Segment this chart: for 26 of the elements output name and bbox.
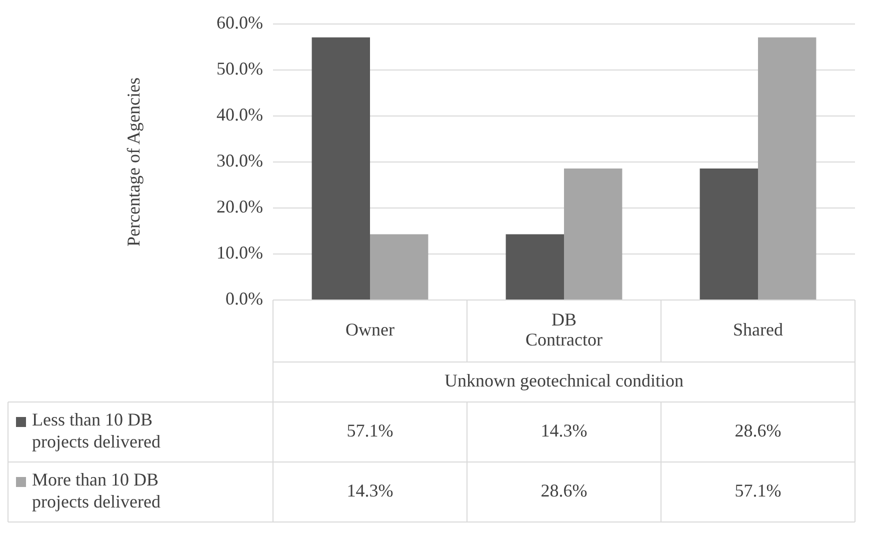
bar bbox=[506, 234, 564, 300]
x-tick-label: Shared bbox=[733, 320, 783, 340]
bar bbox=[700, 168, 758, 300]
y-tick-label: 30.0% bbox=[216, 150, 263, 171]
data-label: 57.1% bbox=[346, 420, 394, 441]
legend-label: More than 10 DB projects delivered bbox=[32, 470, 160, 512]
bar bbox=[564, 168, 622, 300]
bar bbox=[758, 37, 816, 300]
x-axis-title: Unknown geotechnical condition bbox=[444, 370, 684, 391]
y-tick-label: 50.0% bbox=[216, 58, 263, 79]
data-label: 57.1% bbox=[734, 480, 782, 501]
y-tick-label: 10.0% bbox=[216, 242, 263, 263]
y-tick-label: 40.0% bbox=[216, 104, 263, 125]
y-tick-label: 20.0% bbox=[216, 196, 263, 217]
y-tick-label: 60.0% bbox=[216, 12, 263, 33]
data-label: 14.3% bbox=[540, 420, 588, 441]
y-axis-title: Percentage of Agencies bbox=[124, 78, 144, 246]
data-label: 28.6% bbox=[540, 480, 588, 501]
legend-label: Less than 10 DB projects delivered bbox=[32, 410, 160, 452]
bar bbox=[370, 234, 428, 300]
data-label: 14.3% bbox=[346, 480, 394, 501]
y-tick-label: 0.0% bbox=[226, 288, 263, 309]
x-tick-label: DB Contractor bbox=[526, 310, 602, 350]
x-tick-label: Owner bbox=[346, 320, 394, 340]
data-label: 28.6% bbox=[734, 420, 782, 441]
bar bbox=[312, 37, 370, 300]
